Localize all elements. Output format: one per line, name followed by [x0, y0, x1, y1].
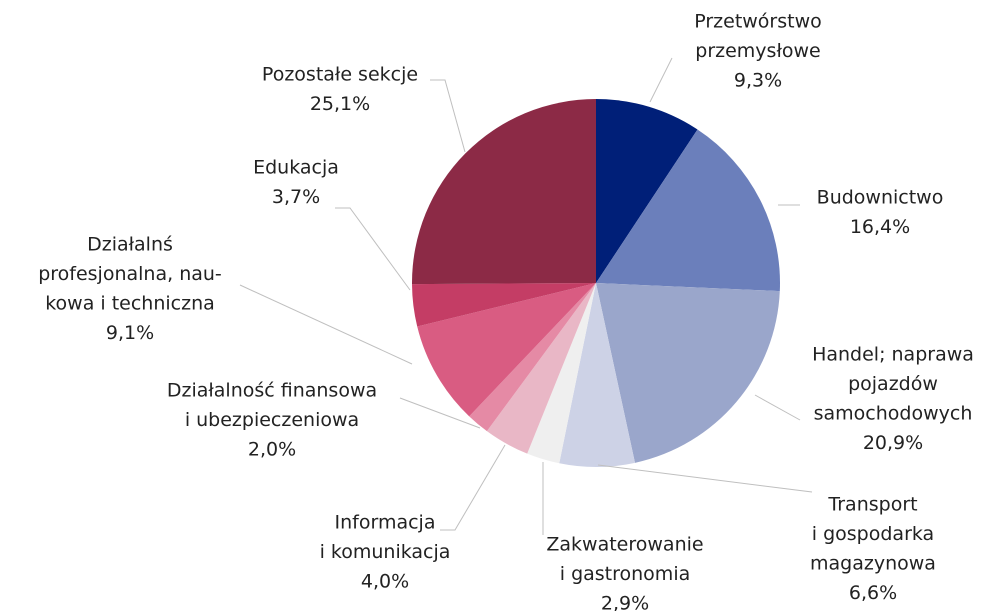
value-label: 25,1%: [310, 93, 370, 115]
value-label: 4,0%: [361, 571, 409, 593]
value-label: 6,6%: [849, 582, 897, 604]
slice-label: Informacja: [335, 512, 436, 534]
slice-label: Handel; naprawa: [812, 344, 974, 366]
value-label: 3,7%: [272, 186, 320, 208]
leader-line: [335, 207, 411, 291]
pie-slice: [596, 283, 780, 463]
slice-label: kowa i techniczna: [45, 293, 215, 315]
pie-slice: [412, 99, 596, 285]
leader-line: [649, 57, 673, 103]
slice-label: Edukacja: [253, 157, 339, 179]
value-label: 9,3%: [734, 70, 782, 92]
pie-slice: [469, 283, 596, 432]
slice-label: i ubezpieczeniowa: [185, 409, 359, 431]
leader-line: [440, 444, 506, 531]
slice-label: i gospodarka: [812, 523, 934, 545]
pie-slice: [596, 99, 698, 283]
value-label: 20,9%: [863, 432, 923, 454]
leader-line: [754, 394, 801, 421]
pie-slice: [412, 283, 596, 327]
slice-label: pojazdów: [848, 373, 938, 395]
slice-label: przemysłowe: [695, 40, 820, 62]
slice-label: Budownictwo: [817, 187, 944, 209]
value-label: 2,0%: [248, 439, 296, 461]
slice-label: i komunikacja: [320, 541, 451, 563]
value-label: 9,1%: [106, 322, 154, 344]
pie-slice: [486, 283, 596, 454]
value-label: 16,4%: [850, 216, 910, 238]
slice-label: Zakwaterowanie: [546, 534, 703, 556]
slice-label: Transport: [827, 494, 917, 516]
slice-label: samochodowych: [814, 403, 973, 425]
pie-slice: [559, 283, 636, 467]
leader-line: [399, 397, 481, 429]
slice-label: Działalność finansowa: [167, 380, 377, 402]
leader-line: [239, 284, 413, 365]
pie-slice: [527, 283, 596, 464]
slice-label: Przetwórstwo: [694, 11, 822, 33]
slice-label: i gastronomia: [560, 563, 691, 585]
leader-line: [430, 79, 466, 153]
leader-line: [597, 464, 813, 493]
pie-slice: [596, 129, 780, 292]
pie-slice: [417, 283, 596, 417]
slice-label: Pozostałe sekcje: [262, 64, 418, 86]
slice-label: Działalnś: [87, 234, 173, 256]
value-label: 2,9%: [601, 593, 649, 611]
slice-label: profesjonalna, nau-: [38, 263, 222, 285]
slice-label: magazynowa: [810, 553, 936, 575]
